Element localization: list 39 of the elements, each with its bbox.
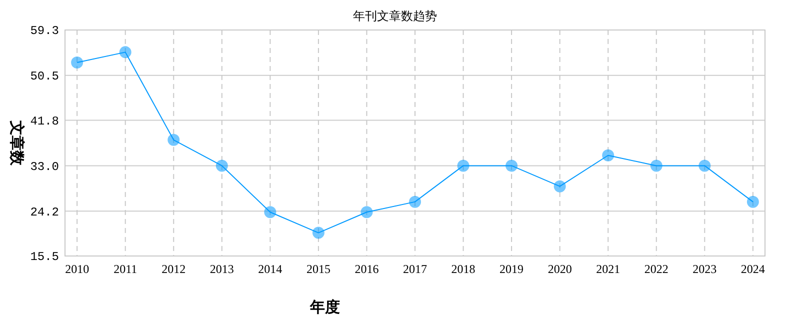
- y-tick-label: 59.3: [30, 24, 59, 38]
- x-tick-label: 2024: [740, 262, 765, 276]
- point: [506, 160, 518, 172]
- y-tick-label: 15.5: [30, 250, 59, 264]
- point: [602, 149, 614, 162]
- y-tick-label: 41.8: [30, 114, 59, 128]
- point: [554, 180, 566, 192]
- y-tick-label: 50.5: [30, 70, 59, 84]
- x-tick-label: 2017: [403, 262, 427, 276]
- x-axis-title: 年度: [309, 298, 340, 316]
- point: [168, 134, 180, 146]
- point: [409, 196, 421, 208]
- x-tick-label: 2022: [644, 262, 668, 276]
- chart-title: 年刊文章数趋势: [353, 9, 437, 23]
- x-tick-label: 2015: [306, 262, 330, 276]
- x-tick-label: 2018: [451, 262, 476, 276]
- x-tick-label: 2013: [210, 262, 234, 276]
- x-tick-label: 2019: [500, 262, 524, 276]
- x-tick-label: 2016: [354, 262, 379, 276]
- y-tick-label: 24.2: [30, 205, 59, 220]
- point: [264, 206, 276, 218]
- point: [746, 196, 759, 208]
- x-tick-label: 2011: [114, 262, 138, 276]
- y-axis-title: 文章数: [8, 120, 26, 166]
- point: [650, 160, 662, 172]
- point: [457, 160, 470, 172]
- y-tick-label: 33.0: [30, 160, 59, 174]
- point: [312, 226, 324, 239]
- x-tick-label: 2021: [596, 262, 620, 276]
- point: [71, 56, 84, 69]
- point: [698, 160, 711, 172]
- x-tick-label: 2012: [162, 262, 186, 276]
- x-tick-label: 2020: [548, 262, 572, 276]
- point: [360, 206, 373, 218]
- point: [119, 46, 132, 58]
- x-tick-label: 2010: [65, 262, 90, 276]
- point: [216, 160, 228, 172]
- x-tick-label: 2014: [258, 262, 282, 276]
- x-tick-label: 2023: [692, 262, 717, 276]
